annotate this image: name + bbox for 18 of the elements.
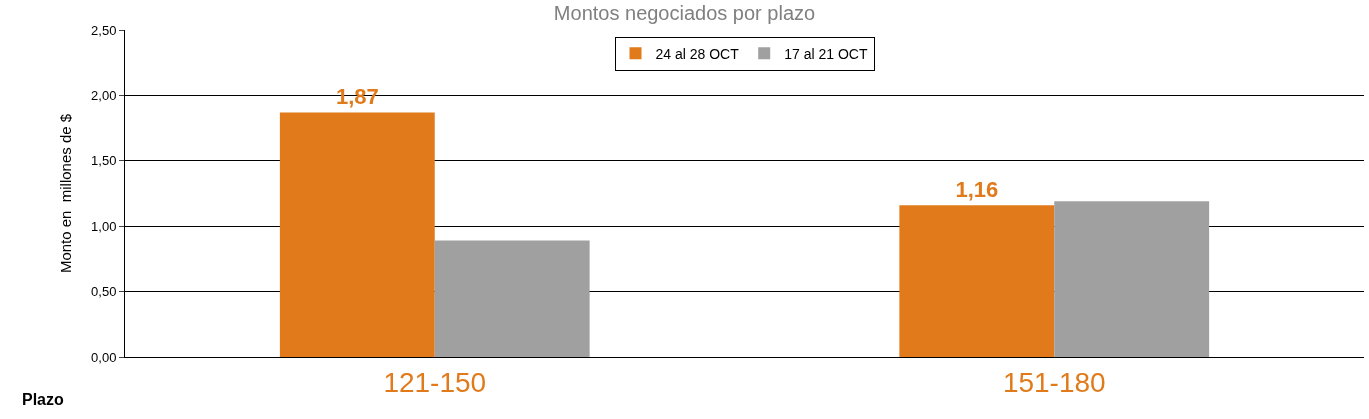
y-tick-label: 1,00 [91, 218, 117, 234]
y-tick-label: 1,50 [91, 153, 117, 169]
y-tick-label: 0,50 [91, 284, 117, 300]
chart-title: Montos negociados por plazo [553, 2, 816, 25]
text: Plazo [22, 391, 65, 408]
y-axis-title: Monto en millones de $ [57, 113, 75, 274]
legend-label: 17 al 21 OCT [784, 45, 868, 62]
y-tick-label: 0,00 [91, 349, 117, 365]
bar [899, 205, 1055, 357]
bar [434, 240, 590, 357]
bar [279, 112, 435, 357]
y-tick-label: 2,00 [91, 87, 117, 103]
y-tick-label: 2,50 [91, 22, 117, 38]
bar [1054, 201, 1210, 357]
x-tick-label: 121-150 [383, 366, 487, 398]
x-tick-label: 151-180 [1002, 366, 1106, 398]
legend-label: 24 al 28 OCT [655, 45, 740, 62]
data-label: 1,16 [955, 177, 999, 203]
